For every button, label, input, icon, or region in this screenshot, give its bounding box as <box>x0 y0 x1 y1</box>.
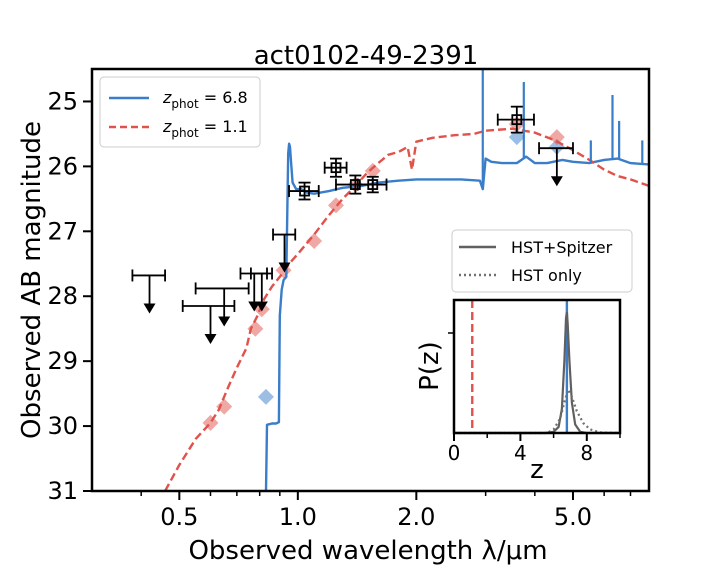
x-tick-label-1: 1.0 <box>279 503 317 531</box>
y-tick-label-4: 29 <box>47 347 78 375</box>
upper-limit-arrowhead-1 <box>204 333 217 344</box>
series-line-1 <box>164 127 649 491</box>
model-phot-z11-marker-1 <box>216 398 233 415</box>
legend-pz: HST+Spitzer HST only <box>451 229 633 293</box>
x-axis-label: Observed wavelength λ/μm <box>188 536 547 566</box>
legend-pz-box <box>451 229 633 293</box>
plot-area <box>131 69 649 491</box>
inset-background <box>454 300 620 433</box>
observed-marker-4 <box>511 114 523 126</box>
y-tick-label-6: 31 <box>47 477 78 505</box>
legend-zphot-68-label: zphot = 6.8 <box>162 88 248 111</box>
inset-x-label: z <box>530 455 544 485</box>
upper-limit-arrowhead-4 <box>255 301 268 312</box>
model-phot-z11-marker-2 <box>247 320 264 337</box>
points-layer <box>131 105 574 344</box>
x-tick-label-3: 5.0 <box>554 503 592 531</box>
inset-y-label: P(z) <box>415 341 445 391</box>
y-tick-label-3: 28 <box>47 282 78 310</box>
inset-pz-hst-spitzer <box>454 311 620 435</box>
x-tick-label-0: 0.5 <box>160 503 198 531</box>
upper-limit-arrowhead-0 <box>143 303 156 314</box>
legend-zphot-box <box>99 76 261 148</box>
x-tick-label-2: 2.0 <box>397 503 435 531</box>
observed-point-1 <box>323 157 348 178</box>
axes-ticks: 0.5 1.0 2.0 5.0 25 26 27 28 29 30 31 <box>47 87 632 531</box>
y-tick-label-2: 27 <box>47 217 78 245</box>
inset-pz-hst-only <box>454 386 621 435</box>
plot-frame <box>90 67 651 493</box>
upper-limit-arrowhead-2 <box>218 316 231 327</box>
upper-limit-arrowhead-6 <box>550 176 563 187</box>
inset-frame <box>452 298 622 435</box>
inset-pz-plot: 0 4 8 z P(z) <box>415 298 622 485</box>
observed-marker-0 <box>299 185 310 197</box>
inset-x-tick-label-2: 8 <box>580 441 593 465</box>
y-tick-label-0: 25 <box>47 87 78 115</box>
legend-pz-hst-spitzer-label: HST+Spitzer <box>511 238 613 257</box>
upper-limit-arrowhead-5 <box>278 262 291 273</box>
upper-limit-4 <box>250 267 273 312</box>
upper-limit-0 <box>131 269 166 314</box>
inset-x-tick-label-0: 0 <box>448 441 461 465</box>
observed-point-0 <box>288 181 320 201</box>
upper-limit-2 <box>194 282 250 327</box>
legend-pz-hst-only-label: HST only <box>511 266 582 285</box>
upper-limit-6 <box>538 142 574 187</box>
model-phot-z68-marker-0 <box>257 388 274 405</box>
y-tick-label-1: 26 <box>47 152 78 180</box>
observed-point-3 <box>356 175 388 194</box>
observed-point-4 <box>496 105 535 134</box>
y-axis-label: Observed AB magnitude <box>17 121 47 439</box>
y-tick-label-5: 30 <box>47 412 78 440</box>
model-phot-z11-marker-5 <box>306 233 323 250</box>
observed-marker-1 <box>330 162 342 174</box>
chart-title: act0102-49-2391 <box>254 41 479 71</box>
upper-limit-5 <box>272 228 297 273</box>
inset-ticks: 0 4 8 <box>448 332 621 465</box>
inset-curves <box>454 300 621 435</box>
upper-limit-arrowhead-3 <box>248 301 261 312</box>
legend-zphot-11-label: zphot = 1.1 <box>162 117 248 140</box>
model-phot-z11-marker-8 <box>364 162 381 179</box>
legend-zphot: zphot = 6.8 zphot = 1.1 <box>99 76 261 148</box>
inset-x-tick-label-1: 4 <box>514 441 527 465</box>
observed-marker-3 <box>367 179 379 190</box>
model-phot-z11-marker-10 <box>548 129 565 146</box>
upper-limit-1 <box>181 299 236 344</box>
